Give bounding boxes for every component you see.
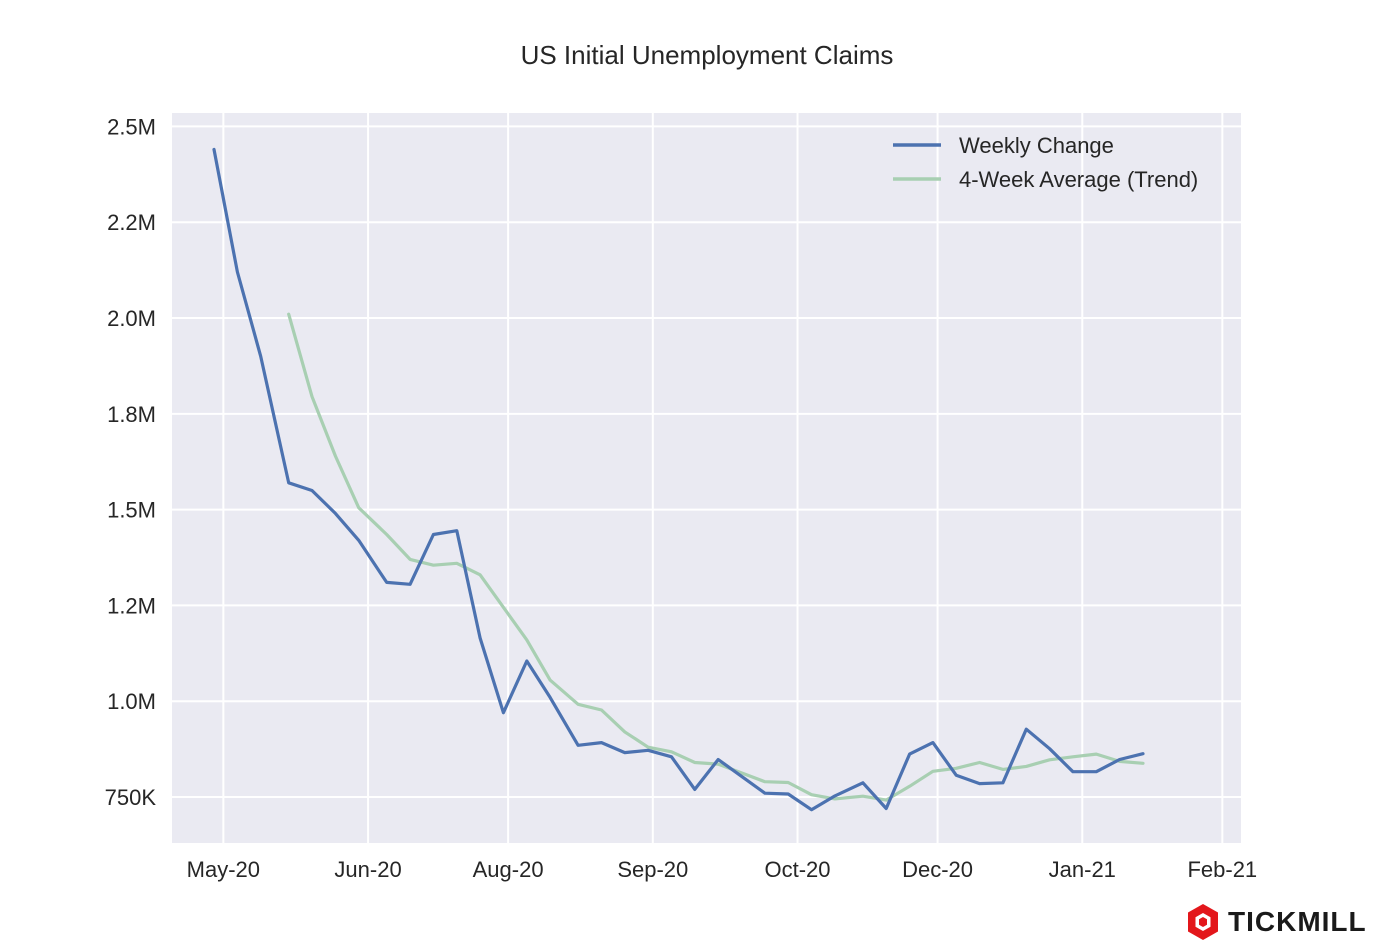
legend-label: 4-Week Average (Trend) <box>959 167 1198 192</box>
x-tick-label: Jun-20 <box>334 857 401 882</box>
chart-title: US Initial Unemployment Claims <box>521 40 894 70</box>
y-tick-label: 2.0M <box>107 306 156 331</box>
plot-area <box>172 113 1241 843</box>
y-tick-label: 1.2M <box>107 593 156 618</box>
y-tick-label: 1.0M <box>107 689 156 714</box>
x-tick-label: Aug-20 <box>473 857 544 882</box>
y-axis-ticks: 750K 1.0M 1.2M 1.5M 1.8M 2.0M 2.2M 2.5M <box>105 114 157 810</box>
series-line-4-week-average <box>287 312 1145 802</box>
tickmill-hexagon-icon <box>1188 904 1218 940</box>
series-line-weekly-change <box>212 147 1145 812</box>
y-tick-label: 750K <box>105 785 157 810</box>
y-tick-label: 1.8M <box>107 402 156 427</box>
y-tick-label: 1.5M <box>107 498 156 523</box>
y-tick-label: 2.5M <box>107 114 156 139</box>
tickmill-logo: TICKMILL <box>1186 902 1367 942</box>
x-tick-label: Oct-20 <box>765 857 831 882</box>
gridlines <box>172 113 1241 843</box>
tickmill-logo-text: TICKMILL <box>1228 906 1367 937</box>
legend-label: Weekly Change <box>959 133 1114 158</box>
x-tick-label: Jan-21 <box>1049 857 1116 882</box>
legend: Weekly Change 4-Week Average (Trend) <box>893 133 1198 192</box>
x-tick-label: Sep-20 <box>617 857 688 882</box>
x-tick-label: May-20 <box>187 857 260 882</box>
x-axis-ticks: May-20 Jun-20 Aug-20 Sep-20 Oct-20 Dec-20 Jan-… <box>187 857 1258 882</box>
x-tick-label: Dec-20 <box>902 857 973 882</box>
y-tick-label: 2.2M <box>107 210 156 235</box>
x-tick-label: Feb-21 <box>1187 857 1257 882</box>
series-lines <box>212 147 1145 812</box>
